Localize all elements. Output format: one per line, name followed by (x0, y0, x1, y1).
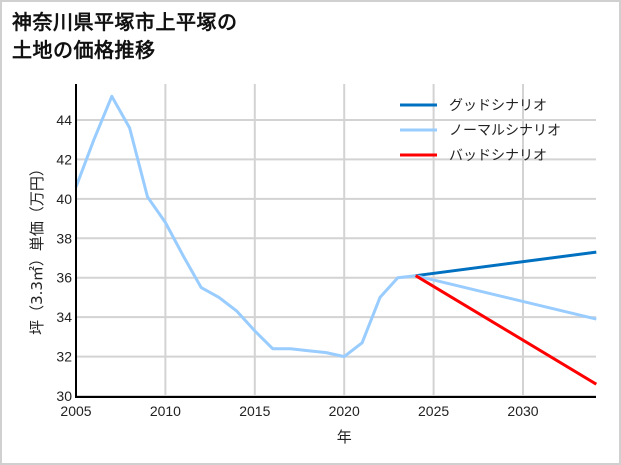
y-axis-label: 坪（3.3㎡）単価（万円） (28, 161, 46, 335)
chart-title-line2: 土地の価格推移 (12, 38, 156, 62)
axes (75, 84, 596, 398)
y-tick-label: 30 (56, 388, 72, 404)
series-line (74, 94, 416, 359)
y-tick-label: 34 (56, 309, 72, 325)
x-tick-label: 2025 (418, 403, 449, 419)
x-tick-label: 2020 (329, 403, 360, 419)
x-tick-label: 2015 (239, 403, 270, 419)
legend-label: バッドシナリオ (449, 148, 547, 164)
chart-title-line1: 神奈川県平塚市上平塚の (12, 10, 238, 34)
y-tick-label: 40 (56, 191, 72, 207)
x-axis-label: 年 (337, 428, 352, 446)
y-tick-label: 32 (56, 349, 72, 365)
series-line (414, 274, 598, 386)
y-tick-label: 36 (56, 270, 72, 286)
x-tick-label: 2005 (60, 403, 91, 419)
legend-label: ノーマルシナリオ (449, 123, 561, 139)
tick-labels: 30 32 34 36 38 40 42 44 2005 2010 2015 2020 2025 2030 (56, 112, 538, 419)
y-tick-label: 42 (56, 151, 72, 167)
x-tick-label: 2030 (507, 403, 538, 419)
data-series (74, 94, 598, 386)
legend-label: グッドシナリオ (449, 98, 547, 114)
x-tick-label: 2010 (150, 403, 181, 419)
series-line (415, 274, 597, 321)
series-line (415, 250, 597, 278)
y-tick-label: 38 (56, 230, 72, 246)
chart-title: 神奈川県平塚市上平塚の 土地の価格推移 (12, 8, 238, 64)
y-tick-label: 44 (56, 112, 72, 128)
